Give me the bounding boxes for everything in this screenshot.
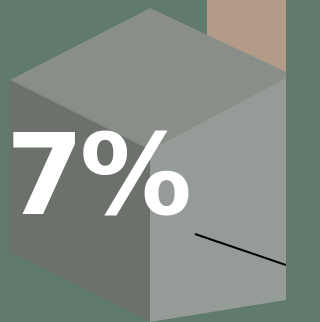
percent-label: 7% [6, 111, 189, 241]
infographic: 7% [0, 0, 286, 322]
